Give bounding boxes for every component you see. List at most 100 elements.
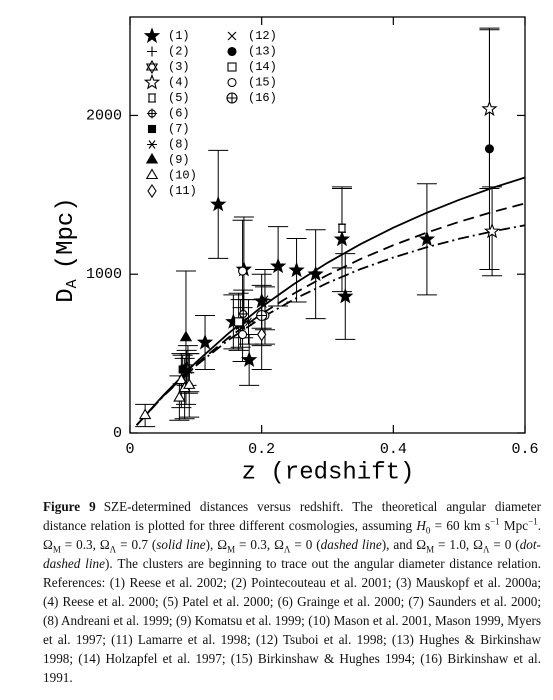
marker-open-circle <box>238 266 248 276</box>
caption-text: ), and Ω <box>381 537 427 552</box>
caption-math: H <box>416 518 426 533</box>
legend-symbol <box>227 46 237 57</box>
marker-part <box>210 195 227 212</box>
caption-italic: dashed line <box>320 537 382 552</box>
marker-part <box>337 223 346 233</box>
marker-part <box>257 327 267 342</box>
marker-part <box>227 31 237 41</box>
marker-filled-star <box>333 230 351 247</box>
caption-sub: Λ <box>109 544 117 555</box>
caption-sub: Λ <box>283 544 291 555</box>
y-tick-label: 0 <box>113 425 122 442</box>
marker-part <box>227 46 237 57</box>
marker-part <box>147 124 157 134</box>
marker-part <box>148 93 156 103</box>
marker-open-triangle <box>175 373 188 385</box>
marker-part <box>288 261 305 278</box>
marker-part <box>243 317 254 327</box>
model-curve <box>135 224 526 426</box>
legend-symbol <box>147 184 157 198</box>
marker-part <box>337 287 354 304</box>
caption-text: = 60 km s <box>430 518 491 533</box>
marker-open-circle <box>238 330 248 340</box>
legend-label: (7) <box>168 122 190 136</box>
caption-italic: solid line <box>156 537 206 552</box>
marker-part <box>138 408 152 420</box>
legend-symbol <box>143 27 161 43</box>
model-curve <box>135 202 526 426</box>
marker-asterisk <box>243 317 254 327</box>
marker-part <box>256 310 267 321</box>
caption-text: . Ω <box>43 518 541 552</box>
marker-filled-star <box>241 351 258 367</box>
marker-part <box>227 62 237 72</box>
marker-part <box>147 140 157 149</box>
marker-open-triangle <box>173 390 186 402</box>
y-axis-label: DA (Mpc) <box>53 197 81 302</box>
marker-part <box>238 308 249 319</box>
x-tick-label: 0 <box>125 441 134 458</box>
marker-open-square <box>234 317 244 327</box>
legend-label: (3) <box>168 60 190 74</box>
marker-part <box>145 63 159 75</box>
marker-filled-star <box>196 333 214 350</box>
marker-open-triangle <box>138 408 152 420</box>
marker-part <box>178 365 187 374</box>
caption-sub: Λ <box>482 544 490 555</box>
legend-symbol <box>145 59 159 75</box>
marker-cross <box>183 365 193 374</box>
marker-filled-star <box>418 230 436 247</box>
caption: Figure 9 SZE-determined distances versus … <box>43 497 541 687</box>
legend-label: (11) <box>168 184 197 198</box>
x-tick-label: 0.4 <box>380 441 407 458</box>
marker-part <box>148 93 156 103</box>
caption-text: ). The clusters are beginning to trace o… <box>43 556 542 685</box>
marker-part <box>418 230 436 247</box>
caption-text: = 0.3, Ω <box>60 537 110 552</box>
caption-text: SZE-determined distances versus redshift… <box>43 499 541 533</box>
marker-part <box>143 27 161 43</box>
caption-text: = 0 ( <box>489 537 520 552</box>
x-tick-label: 0.6 <box>511 441 538 458</box>
marker-part <box>338 223 346 233</box>
marker-part <box>173 390 186 402</box>
legend-label: (2) <box>168 45 190 59</box>
legend-symbol <box>148 93 156 103</box>
legend-symbol <box>147 108 157 119</box>
plot-frame <box>129 16 526 434</box>
legend-label: (14) <box>248 60 277 74</box>
legend-label: (4) <box>168 76 190 90</box>
x-axis-label: z (redshift) <box>242 459 415 486</box>
marker-filled-star <box>270 257 287 274</box>
y-label-unit: (Mpc) <box>53 197 80 269</box>
marker-part <box>147 46 157 57</box>
legend-label: (8) <box>168 138 190 152</box>
y-label-sub: A <box>64 279 81 288</box>
caption-sub: M <box>227 544 236 555</box>
legend-label: (15) <box>248 76 277 90</box>
legend-symbol <box>226 92 238 104</box>
marker-part <box>238 330 248 340</box>
caption-text: = 0 ( <box>290 537 321 552</box>
marker-part <box>481 100 498 117</box>
caption-sub: M <box>52 544 61 555</box>
marker-filled-circle <box>484 144 495 154</box>
figure-label: Figure 9 <box>43 499 96 514</box>
legend-label: (9) <box>168 153 190 167</box>
legend-symbol <box>145 152 159 164</box>
marker-open-star <box>481 100 498 117</box>
marker-filled-triangle <box>179 330 193 342</box>
legend-label: (1) <box>168 29 190 43</box>
marker-part <box>147 108 157 119</box>
caption-sup: −1 <box>490 516 500 527</box>
legend-label: (13) <box>248 45 277 59</box>
legend-symbol <box>147 124 157 134</box>
marker-part <box>147 184 157 198</box>
marker-part <box>484 144 495 154</box>
caption-sub: 0 <box>425 525 431 536</box>
caption-sup: −1 <box>528 516 538 527</box>
caption-text: Mpc <box>499 518 529 533</box>
x-tick-label: 0.2 <box>248 441 275 458</box>
marker-part <box>253 292 270 309</box>
legend-label: (16) <box>248 91 277 105</box>
